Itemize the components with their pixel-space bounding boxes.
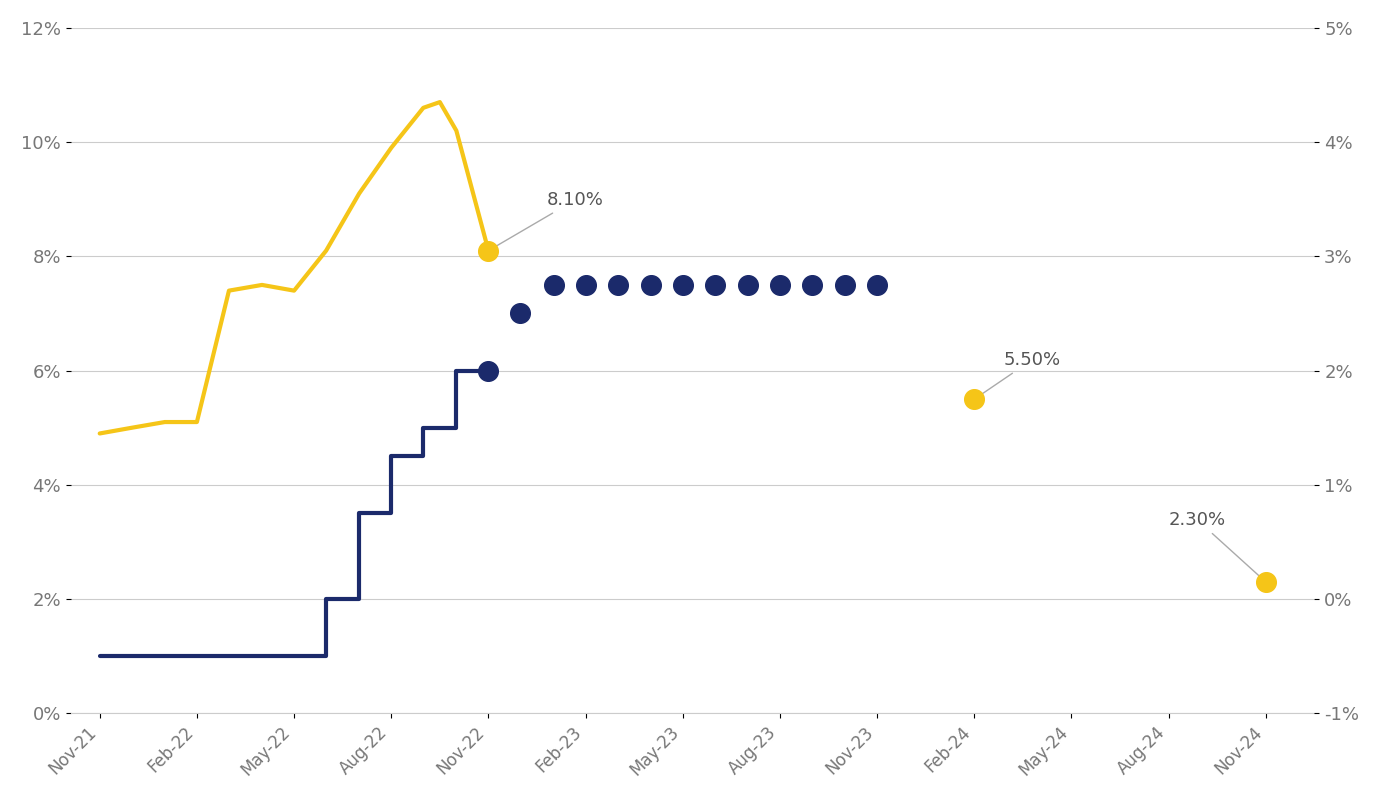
Point xyxy=(867,278,889,291)
Point xyxy=(1254,576,1276,589)
Point xyxy=(834,278,856,291)
Point xyxy=(769,278,791,291)
Point xyxy=(477,364,500,377)
Point xyxy=(640,278,662,291)
Point xyxy=(574,278,596,291)
Text: 8.10%: 8.10% xyxy=(491,191,603,250)
Point xyxy=(704,278,726,291)
Point xyxy=(963,393,985,406)
Point xyxy=(737,278,759,291)
Point xyxy=(509,307,531,320)
Point xyxy=(607,278,629,291)
Text: 5.50%: 5.50% xyxy=(977,351,1061,398)
Point xyxy=(477,244,500,257)
Point xyxy=(672,278,694,291)
Point xyxy=(800,278,822,291)
Point xyxy=(542,278,564,291)
Text: 2.30%: 2.30% xyxy=(1169,511,1264,580)
